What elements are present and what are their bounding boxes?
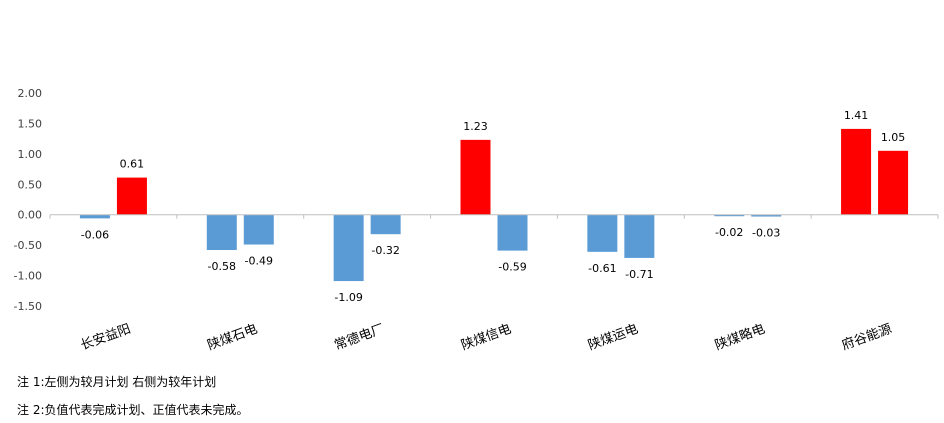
bar bbox=[79, 214, 110, 219]
bar bbox=[751, 214, 782, 217]
bar bbox=[624, 214, 655, 258]
note-left-right: 注 1:左侧为较月计划 右侧为较年计划 bbox=[17, 375, 217, 389]
data-label: -0.06 bbox=[81, 228, 109, 241]
bar bbox=[878, 150, 909, 215]
data-label: -0.71 bbox=[625, 268, 653, 281]
data-label: 1.05 bbox=[881, 131, 906, 144]
data-label: -0.58 bbox=[208, 260, 236, 273]
x-category-label: 陕煤运电 bbox=[586, 322, 640, 354]
data-label: -1.09 bbox=[334, 291, 362, 304]
y-tick-label: 2.00 bbox=[18, 87, 43, 100]
bar bbox=[116, 177, 147, 215]
x-category-label: 长安益阳 bbox=[79, 322, 133, 354]
x-category-label: 常德电厂 bbox=[333, 322, 387, 354]
y-tick-label: -1.00 bbox=[14, 270, 42, 283]
bar bbox=[333, 214, 364, 282]
bar bbox=[370, 214, 401, 235]
y-axis: 2.00 1.50 1.00 0.50 0.00 -0.50 -1.00 -1.50 bbox=[14, 87, 42, 313]
bars bbox=[79, 128, 909, 282]
data-label: -0.59 bbox=[498, 261, 526, 274]
x-axis: 长安益阳 陕煤石电 常德电厂 陕煤信电 陕煤运电 陕煤略电 府谷能源 bbox=[49, 214, 939, 354]
bar bbox=[460, 139, 491, 215]
bar bbox=[497, 214, 528, 251]
y-tick-label: 0.50 bbox=[18, 178, 43, 191]
y-tick-label: 0.00 bbox=[18, 209, 43, 222]
x-category-label: 陕煤略电 bbox=[713, 321, 767, 354]
data-label: -0.03 bbox=[752, 227, 780, 240]
x-category-label: 府谷能源 bbox=[840, 322, 894, 354]
bar bbox=[243, 214, 274, 245]
note-sign-meaning: 注 2:负值代表完成计划、正值代表未完成。 bbox=[17, 403, 249, 417]
bar bbox=[206, 214, 237, 251]
data-label: 1.41 bbox=[844, 109, 869, 122]
data-label: -0.32 bbox=[371, 244, 399, 257]
data-label: -0.49 bbox=[245, 255, 273, 268]
data-label: 1.23 bbox=[463, 120, 488, 133]
y-tick-label: -1.50 bbox=[14, 300, 42, 313]
bar bbox=[841, 128, 872, 215]
y-tick-label: 1.00 bbox=[18, 148, 43, 161]
data-label: -0.61 bbox=[588, 262, 616, 275]
data-labels: -0.06 -0.58 -1.09 1.23 -0.61 -0.02 1.41 0.61 -0.… bbox=[81, 109, 906, 304]
y-tick-label: -0.50 bbox=[14, 239, 42, 252]
x-category-label: 陕煤信电 bbox=[459, 322, 513, 354]
x-category-label: 陕煤石电 bbox=[206, 322, 260, 354]
bar bbox=[714, 214, 745, 217]
y-tick-label: 1.50 bbox=[18, 117, 43, 130]
data-label: -0.02 bbox=[715, 226, 743, 239]
data-label: 0.61 bbox=[120, 158, 145, 171]
bar bbox=[587, 214, 618, 252]
